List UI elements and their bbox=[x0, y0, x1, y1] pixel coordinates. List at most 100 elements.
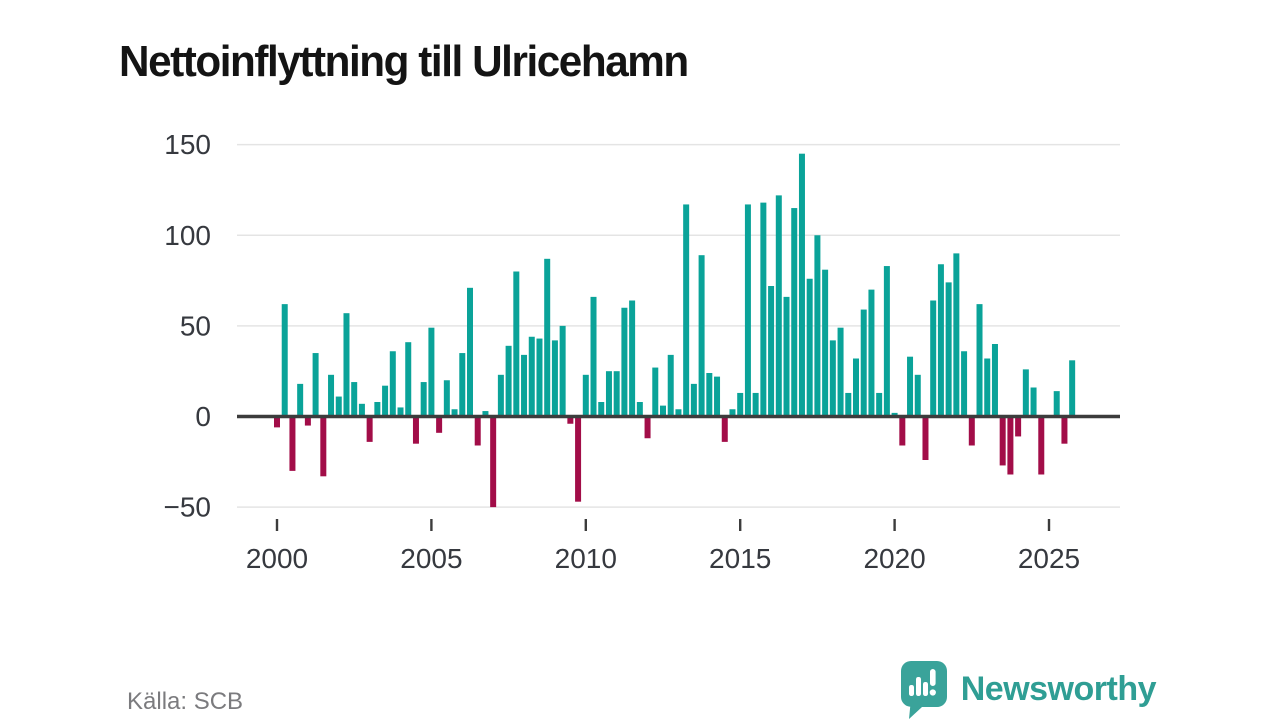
y-tick-label-150: 150 bbox=[164, 129, 211, 160]
logo-bar-2 bbox=[915, 677, 921, 696]
bar-2006-q4 bbox=[482, 411, 489, 417]
bar-2020-q1 bbox=[891, 412, 898, 417]
bar-2009-q2 bbox=[559, 325, 566, 417]
logo-bar-3 bbox=[922, 682, 928, 696]
bar-2022-q3 bbox=[968, 416, 975, 446]
bar-2010-q2 bbox=[590, 296, 597, 417]
bar-2004-q1 bbox=[397, 407, 404, 417]
y-tick-label-50: 50 bbox=[180, 310, 211, 341]
bar-2003-q2 bbox=[374, 402, 381, 417]
bar-2024-q1 bbox=[1015, 416, 1022, 437]
bar-2008-q3 bbox=[536, 338, 543, 417]
bar-2012-q4 bbox=[667, 354, 674, 417]
bar-2015-q4 bbox=[760, 202, 767, 417]
bar-2014-q2 bbox=[714, 376, 721, 417]
bar-2005-q2 bbox=[436, 416, 443, 433]
bar-2000-q3 bbox=[289, 416, 296, 471]
bar-2005-q1 bbox=[428, 327, 435, 417]
bar-2018-q4 bbox=[853, 358, 859, 417]
x-tick-label-2000: 2000 bbox=[246, 543, 308, 574]
bar-2003-q3 bbox=[382, 385, 389, 417]
bar-2002-q3 bbox=[351, 382, 358, 417]
bar-2023-q4 bbox=[1007, 416, 1014, 475]
x-tick-label-2025: 2025 bbox=[1018, 543, 1080, 574]
bar-2011-q3 bbox=[629, 300, 636, 417]
bar-2003-q1 bbox=[366, 416, 373, 442]
bar-2019-q4 bbox=[883, 266, 890, 417]
bar-2008-q4 bbox=[544, 258, 551, 417]
bar-2022-q1 bbox=[953, 253, 960, 417]
x-tick-label-2015: 2015 bbox=[709, 543, 771, 574]
bar-2005-q4 bbox=[451, 409, 458, 417]
bar-2013-q4 bbox=[698, 255, 705, 417]
logo-exclamation-dot bbox=[929, 689, 936, 696]
bar-2021-q4 bbox=[945, 282, 952, 417]
bar-2021-q3 bbox=[937, 264, 944, 417]
bar-2007-q1 bbox=[490, 416, 497, 508]
bar-2023-q1 bbox=[984, 358, 991, 417]
bar-2022-q4 bbox=[976, 304, 983, 417]
bar-2022-q2 bbox=[961, 351, 968, 417]
x-tick-label-2005: 2005 bbox=[400, 543, 462, 574]
bar-2010-q3 bbox=[598, 402, 605, 417]
bar-2001-q1 bbox=[304, 416, 311, 426]
bar-2007-q2 bbox=[497, 374, 504, 417]
bar-2020-q4 bbox=[914, 374, 921, 417]
bar-2004-q3 bbox=[412, 416, 419, 444]
bar-2025-q3 bbox=[1061, 416, 1068, 444]
bar-2014-q3 bbox=[721, 416, 728, 442]
bar-2024-q4 bbox=[1038, 416, 1045, 475]
bar-2009-q4 bbox=[575, 416, 582, 502]
bar-2016-q2 bbox=[775, 195, 782, 417]
logo-exclamation-bar bbox=[929, 669, 936, 686]
y-tick-label-0: 0 bbox=[195, 401, 211, 432]
bar-2007-q3 bbox=[505, 345, 512, 417]
y-tick-label-100: 100 bbox=[164, 220, 211, 251]
bar-2000-q1 bbox=[274, 416, 280, 428]
bar-2020-q3 bbox=[907, 356, 914, 417]
bar-2021-q2 bbox=[930, 300, 937, 417]
bar-2001-q3 bbox=[320, 416, 327, 477]
bar-2019-q3 bbox=[876, 392, 883, 417]
bar-2002-q1 bbox=[335, 396, 342, 417]
bar-2023-q2 bbox=[991, 344, 998, 417]
bar-2000-q2 bbox=[281, 304, 288, 417]
bar-2020-q2 bbox=[899, 416, 906, 446]
bar-2008-q2 bbox=[528, 336, 535, 417]
bar-2006-q1 bbox=[459, 353, 466, 417]
bar-2010-q4 bbox=[605, 371, 612, 417]
bar-2021-q1 bbox=[922, 416, 929, 460]
bar-2009-q1 bbox=[551, 340, 558, 417]
bar-2016-q4 bbox=[791, 208, 798, 417]
bar-2009-q3 bbox=[567, 416, 574, 424]
newsworthy-logo: Newsworthy bbox=[900, 661, 1157, 719]
bar-2011-q1 bbox=[613, 371, 620, 417]
page-title: Nettoinflyttning till Ulricehamn bbox=[119, 37, 689, 87]
bar-2025-q4 bbox=[1069, 360, 1076, 417]
bar-2017-q3 bbox=[814, 235, 821, 417]
bar-2017-q1 bbox=[798, 153, 805, 417]
bar-2004-q4 bbox=[420, 382, 427, 417]
bar-2019-q2 bbox=[868, 289, 875, 417]
x-tick-label-2010: 2010 bbox=[555, 543, 617, 574]
bar-2024-q2 bbox=[1022, 369, 1029, 417]
logo-bar-1 bbox=[908, 685, 914, 696]
bar-2018-q3 bbox=[845, 392, 852, 417]
bar-2011-q2 bbox=[621, 307, 628, 417]
bar-2025-q2 bbox=[1053, 391, 1060, 417]
bar-2007-q4 bbox=[513, 271, 520, 417]
bar-2015-q3 bbox=[752, 392, 759, 417]
newsworthy-logo-icon bbox=[900, 661, 947, 719]
bar-2011-q4 bbox=[636, 402, 643, 417]
bar-2015-q1 bbox=[737, 392, 744, 417]
bar-2005-q3 bbox=[443, 380, 450, 417]
bar-2014-q1 bbox=[706, 373, 713, 417]
bar-2015-q2 bbox=[744, 204, 751, 417]
bar-2001-q2 bbox=[312, 353, 319, 417]
bar-2013-q2 bbox=[683, 204, 690, 417]
bar-2016-q1 bbox=[768, 286, 775, 417]
bar-2008-q1 bbox=[521, 354, 528, 417]
source-label: Källa: SCB bbox=[127, 688, 244, 715]
bar-2014-q4 bbox=[729, 409, 736, 417]
